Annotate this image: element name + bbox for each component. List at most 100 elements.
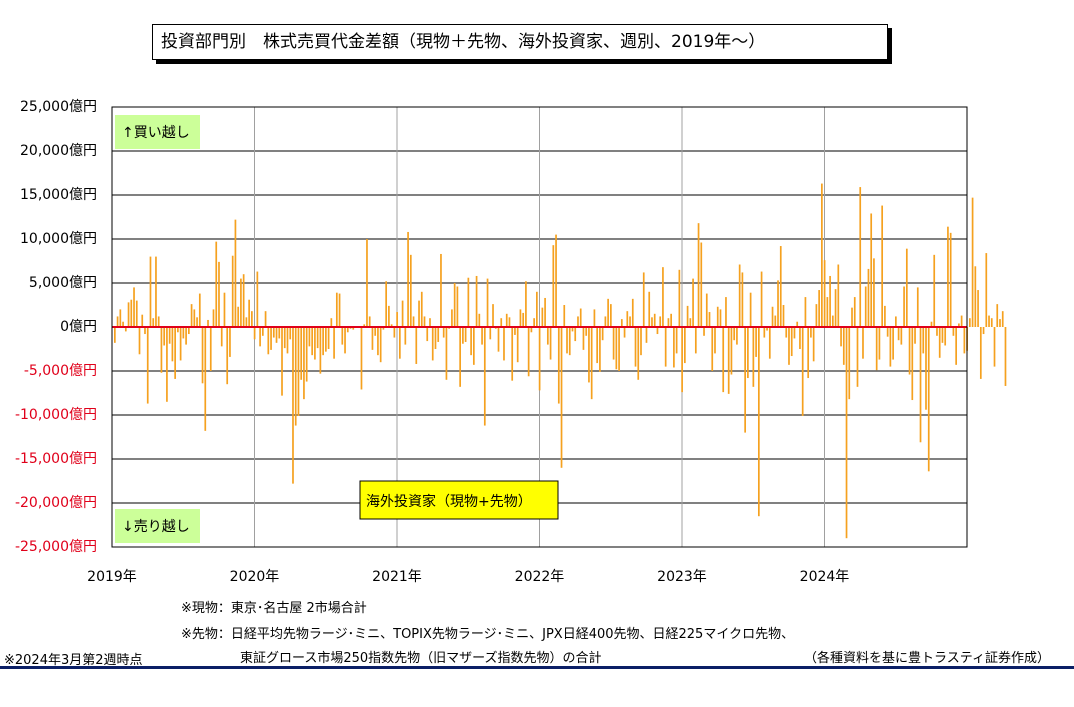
bar: [198, 293, 201, 327]
bar: [464, 327, 467, 342]
x-tick-label: 2024年: [799, 569, 850, 585]
bar: [853, 297, 856, 327]
bar: [708, 312, 711, 327]
bar: [604, 316, 607, 327]
bar: [201, 327, 204, 384]
y-tick-label: -20,000億円: [14, 495, 97, 511]
bar: [588, 327, 590, 383]
bar: [788, 327, 790, 365]
bar: [514, 327, 516, 335]
bar: [985, 253, 988, 327]
bar: [259, 327, 261, 347]
bar: [963, 327, 966, 354]
bar: [799, 327, 801, 349]
bar: [300, 327, 303, 380]
y-tick-label: -25,000億円: [14, 539, 97, 555]
bar: [327, 327, 330, 349]
bar: [141, 314, 144, 327]
bar: [971, 197, 974, 327]
bar: [664, 327, 667, 367]
bar: [190, 304, 193, 327]
bar: [407, 231, 409, 327]
bar: [237, 306, 240, 327]
bar: [738, 264, 741, 327]
bar: [286, 327, 289, 354]
bar: [979, 327, 982, 379]
bar: [771, 306, 774, 327]
bar: [371, 327, 374, 350]
bar: [382, 327, 385, 330]
bar: [204, 327, 207, 431]
bar: [119, 309, 122, 327]
bar: [303, 327, 305, 400]
bar: [127, 302, 130, 327]
bar: [475, 275, 478, 327]
bar: [725, 297, 727, 327]
y-tick-label: 15,000億円: [20, 187, 97, 203]
bar: [623, 327, 626, 338]
x-tick-label: 2021年: [372, 569, 422, 585]
bar: [749, 292, 752, 327]
bar: [360, 327, 363, 390]
x-tick-label: 2022年: [514, 569, 565, 585]
bar: [922, 327, 925, 354]
bar: [135, 300, 138, 327]
y-tick-label: -10,000億円: [14, 407, 97, 423]
bar: [612, 327, 615, 360]
bar: [546, 327, 549, 345]
bar: [508, 317, 511, 327]
bar: [842, 327, 845, 365]
note-sakimono-1: ※先物：日経平均先物ラージ･ミニ、TOPIX先物ラージ･ミニ、JPX日経400先…: [181, 627, 795, 642]
bar: [445, 327, 448, 380]
bar: [927, 327, 930, 472]
bar: [823, 260, 826, 327]
bar: [390, 324, 393, 327]
bar: [124, 327, 127, 332]
bar: [969, 318, 971, 327]
bar: [837, 264, 840, 327]
bar: [229, 327, 231, 357]
bar: [481, 327, 483, 345]
x-tick-label: 2023年: [657, 569, 707, 585]
bar: [325, 327, 327, 352]
bar: [1004, 327, 1007, 386]
bar: [289, 327, 292, 340]
bar: [673, 327, 675, 368]
bar: [489, 327, 492, 340]
bar: [374, 327, 377, 336]
bar: [911, 327, 914, 401]
bar: [330, 318, 333, 327]
bar: [812, 327, 815, 362]
bar: [804, 297, 807, 327]
bar: [187, 327, 190, 335]
bar: [988, 315, 990, 327]
bar: [399, 327, 401, 359]
bar: [530, 327, 533, 333]
bar: [472, 327, 475, 365]
bar: [818, 290, 820, 327]
bar: [527, 327, 530, 377]
bar: [845, 327, 848, 539]
bar: [640, 327, 642, 356]
bar: [900, 327, 903, 345]
bar: [873, 258, 875, 327]
bar: [379, 327, 382, 363]
bar: [878, 327, 881, 360]
buy-label-text: ↑買い越し: [122, 125, 190, 141]
buy-label: ↑買い越し: [115, 115, 200, 149]
bar: [248, 299, 250, 327]
bar: [571, 327, 574, 332]
bar: [297, 327, 300, 416]
bar: [223, 292, 226, 327]
bar: [601, 327, 604, 341]
bar: [516, 327, 519, 363]
bar: [166, 327, 168, 402]
bar: [467, 277, 470, 327]
bar: [744, 327, 746, 433]
bar: [933, 254, 936, 327]
bar: [177, 327, 179, 333]
bar: [322, 327, 324, 356]
bar: [160, 327, 163, 373]
bar: [829, 275, 831, 327]
